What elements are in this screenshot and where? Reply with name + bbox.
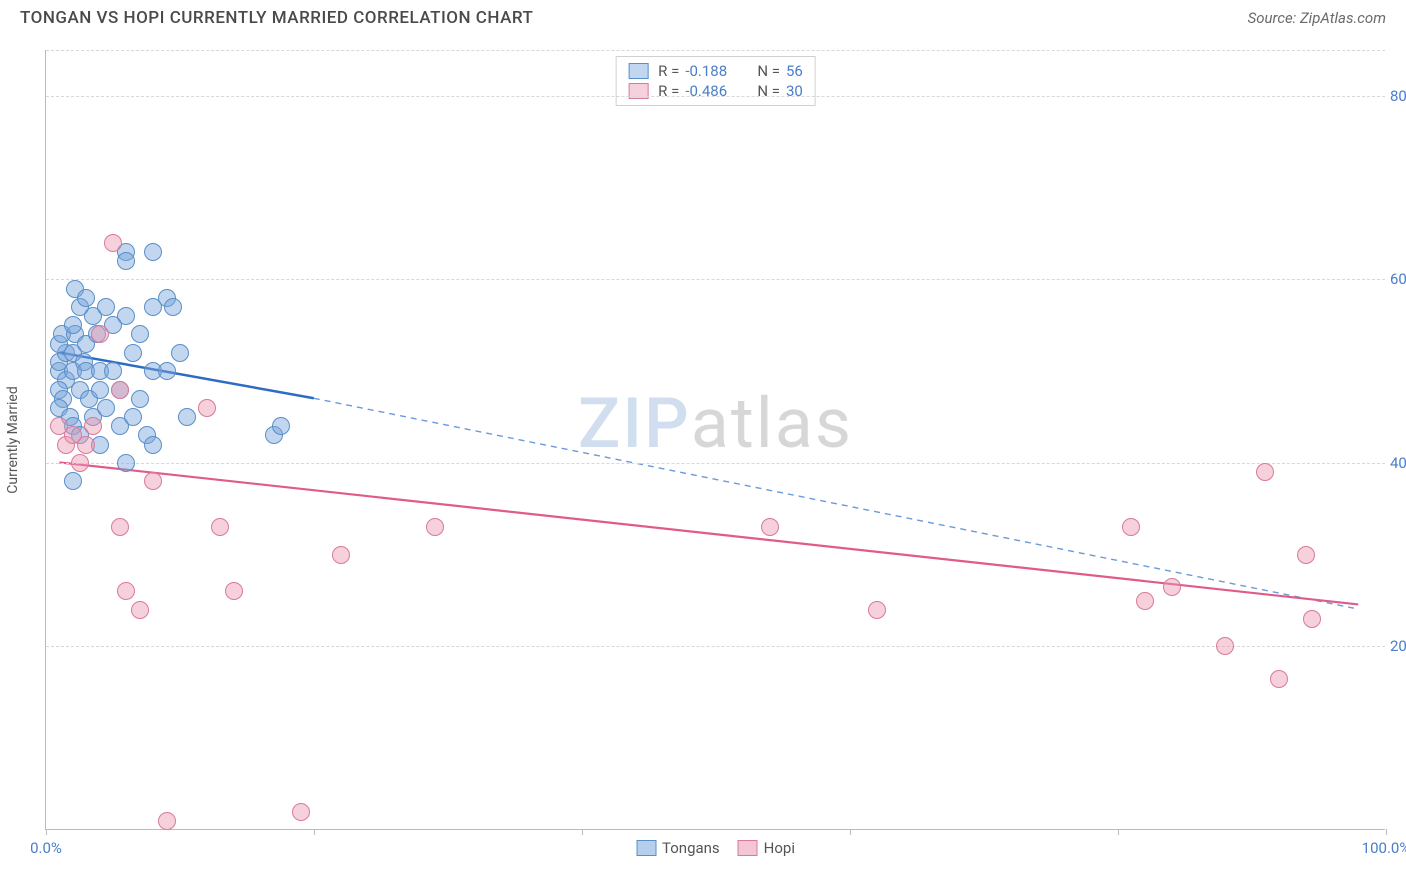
scatter-point: [104, 362, 122, 380]
x-tick-label: 100.0%: [1362, 839, 1406, 857]
scatter-point: [158, 812, 176, 830]
scatter-point: [1256, 463, 1274, 481]
gridline: [46, 96, 1385, 97]
y-tick-label: 40.0%: [1390, 454, 1406, 472]
scatter-point: [71, 454, 89, 472]
scatter-point: [272, 417, 290, 435]
r-label: R =: [658, 62, 679, 80]
scatter-point: [117, 252, 135, 270]
x-tick: [1118, 829, 1119, 835]
legend-label: Hopi: [764, 839, 795, 857]
scatter-point: [97, 399, 115, 417]
scatter-point: [124, 344, 142, 362]
watermark-atlas: atlas: [691, 383, 853, 465]
scatter-point: [111, 381, 129, 399]
scatter-point: [91, 325, 109, 343]
scatter-point: [77, 436, 95, 454]
scatter-point: [1136, 592, 1154, 610]
legend-swatch: [628, 63, 648, 79]
scatter-point: [1270, 670, 1288, 688]
scatter-point: [91, 381, 109, 399]
scatter-point: [144, 436, 162, 454]
gridline: [46, 646, 1385, 647]
scatter-point: [292, 803, 310, 821]
y-tick-label: 20.0%: [1390, 637, 1406, 655]
scatter-point: [144, 243, 162, 261]
x-tick: [314, 829, 315, 835]
gridline: [46, 279, 1385, 280]
scatter-point: [111, 518, 129, 536]
x-tick-label: 0.0%: [30, 839, 62, 857]
legend-item: Hopi: [738, 839, 795, 857]
n-label: N =: [757, 62, 780, 80]
gridline: [46, 50, 1385, 51]
chart-container: Currently Married ZIPatlas R =-0.188N =5…: [45, 50, 1385, 830]
scatter-point: [144, 472, 162, 490]
scatter-point: [64, 472, 82, 490]
chart-source: Source: ZipAtlas.com: [1248, 9, 1386, 27]
legend-swatch: [636, 840, 656, 856]
r-value: -0.486: [685, 82, 743, 100]
scatter-point: [211, 518, 229, 536]
legend-swatch: [738, 840, 758, 856]
r-label: R =: [658, 82, 679, 100]
scatter-point: [178, 408, 196, 426]
scatter-point: [117, 454, 135, 472]
n-label: N =: [757, 82, 780, 100]
x-tick: [1386, 829, 1387, 835]
scatter-point: [104, 234, 122, 252]
scatter-point: [77, 289, 95, 307]
scatter-point: [1163, 578, 1181, 596]
scatter-point: [426, 518, 444, 536]
scatter-point: [1122, 518, 1140, 536]
n-value: 56: [786, 62, 803, 80]
x-tick: [582, 829, 583, 835]
y-tick-label: 60.0%: [1390, 270, 1406, 288]
chart-title: TONGAN VS HOPI CURRENTLY MARRIED CORRELA…: [20, 8, 533, 28]
watermark: ZIPatlas: [578, 383, 853, 465]
n-value: 30: [786, 82, 803, 100]
scatter-point: [84, 417, 102, 435]
scatter-point: [225, 582, 243, 600]
scatter-point: [97, 298, 115, 316]
scatter-point: [117, 307, 135, 325]
gridline: [46, 463, 1385, 464]
scatter-point: [868, 601, 886, 619]
trend-lines: [46, 50, 1385, 829]
legend-label: Tongans: [662, 839, 720, 857]
watermark-zip: ZIP: [578, 383, 691, 465]
scatter-point: [131, 601, 149, 619]
scatter-point: [171, 344, 189, 362]
scatter-point: [1297, 546, 1315, 564]
scatter-point: [761, 518, 779, 536]
scatter-point: [1303, 610, 1321, 628]
scatter-point: [131, 390, 149, 408]
legend-row: R = -0.486 N = 30: [628, 81, 803, 101]
scatter-point: [64, 316, 82, 334]
r-value: -0.188: [685, 62, 743, 80]
chart-header: TONGAN VS HOPI CURRENTLY MARRIED CORRELA…: [0, 0, 1406, 36]
scatter-point: [1216, 637, 1234, 655]
scatter-point: [124, 408, 142, 426]
scatter-point: [117, 582, 135, 600]
correlation-legend: R = -0.188 N = 56 R = -0.486 N = 30: [615, 56, 816, 106]
scatter-point: [332, 546, 350, 564]
scatter-point: [198, 399, 216, 417]
x-tick: [850, 829, 851, 835]
scatter-point: [131, 325, 149, 343]
legend-item: Tongans: [636, 839, 720, 857]
x-tick: [46, 829, 47, 835]
scatter-point: [164, 298, 182, 316]
y-axis-label: Currently Married: [5, 386, 21, 493]
y-tick-label: 80.0%: [1390, 87, 1406, 105]
legend-row: R = -0.188 N = 56: [628, 61, 803, 81]
plot-area: ZIPatlas R =-0.188N =56R =-0.486N =30 To…: [45, 50, 1385, 830]
series-legend: Tongans Hopi: [636, 839, 795, 857]
scatter-point: [158, 362, 176, 380]
